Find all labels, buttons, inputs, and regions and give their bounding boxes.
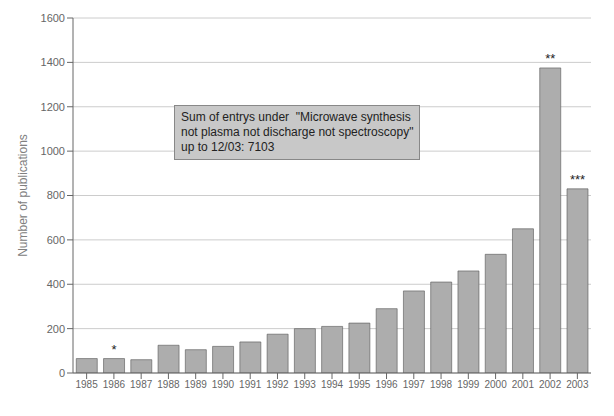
svg-text:**: ** — [545, 51, 555, 66]
svg-text:1200: 1200 — [41, 101, 65, 113]
svg-text:1997: 1997 — [403, 379, 426, 390]
svg-text:1992: 1992 — [266, 379, 289, 390]
svg-text:*: * — [112, 342, 117, 357]
svg-text:1998: 1998 — [430, 379, 453, 390]
svg-text:1990: 1990 — [212, 379, 235, 390]
svg-text:1993: 1993 — [294, 379, 317, 390]
svg-text:400: 400 — [47, 278, 65, 290]
svg-text:1996: 1996 — [375, 379, 398, 390]
svg-text:1999: 1999 — [457, 379, 480, 390]
svg-text:2000: 2000 — [484, 379, 507, 390]
svg-text:1991: 1991 — [239, 379, 262, 390]
svg-text:1987: 1987 — [130, 379, 153, 390]
svg-text:1986: 1986 — [103, 379, 126, 390]
svg-text:***: *** — [570, 172, 585, 187]
svg-text:1994: 1994 — [321, 379, 344, 390]
svg-text:0: 0 — [59, 367, 65, 379]
svg-text:600: 600 — [47, 234, 65, 246]
svg-text:1000: 1000 — [41, 145, 65, 157]
svg-text:2001: 2001 — [512, 379, 535, 390]
svg-text:1989: 1989 — [185, 379, 208, 390]
svg-text:1600: 1600 — [41, 12, 65, 24]
svg-text:1995: 1995 — [348, 379, 371, 390]
svg-text:Number of publications: Number of publications — [16, 134, 30, 257]
svg-text:1988: 1988 — [157, 379, 180, 390]
svg-text:200: 200 — [47, 323, 65, 335]
svg-text:2002: 2002 — [539, 379, 562, 390]
html-text:Sum of entrys under "Microwave: Sum of entrys under "Microwave synthesis… — [181, 110, 414, 154]
svg-text:800: 800 — [47, 189, 65, 201]
svg-text:2003: 2003 — [566, 379, 589, 390]
svg-text:1985: 1985 — [76, 379, 99, 390]
svg-text:1400: 1400 — [41, 56, 65, 68]
